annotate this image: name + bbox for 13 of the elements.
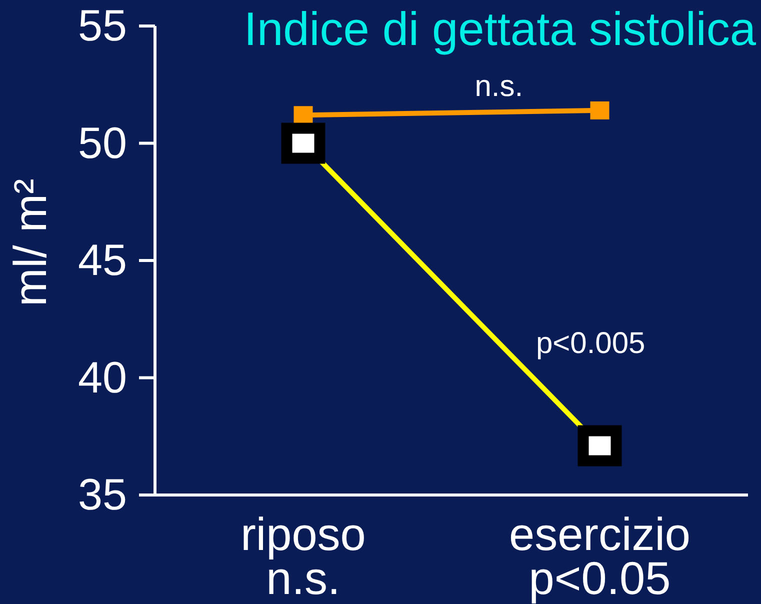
point <box>294 106 313 124</box>
chart-title: Indice di gettata sistolica <box>244 2 757 55</box>
annotation: n.s. <box>474 70 524 103</box>
point <box>590 101 610 120</box>
y-tick-label: 50 <box>78 118 127 168</box>
annotation: p<0.005 <box>536 326 646 360</box>
x-tick-label: esercizio p<0.05 <box>508 508 691 604</box>
x-tick-label: riposo n.s. <box>240 508 366 604</box>
y-tick-label: 45 <box>78 236 127 285</box>
y-tick-label: 40 <box>78 353 127 402</box>
y-tick-label: 55 <box>78 2 127 50</box>
y-tick-label: 35 <box>78 470 127 520</box>
y-axis-title: ml/ m² <box>4 178 56 306</box>
